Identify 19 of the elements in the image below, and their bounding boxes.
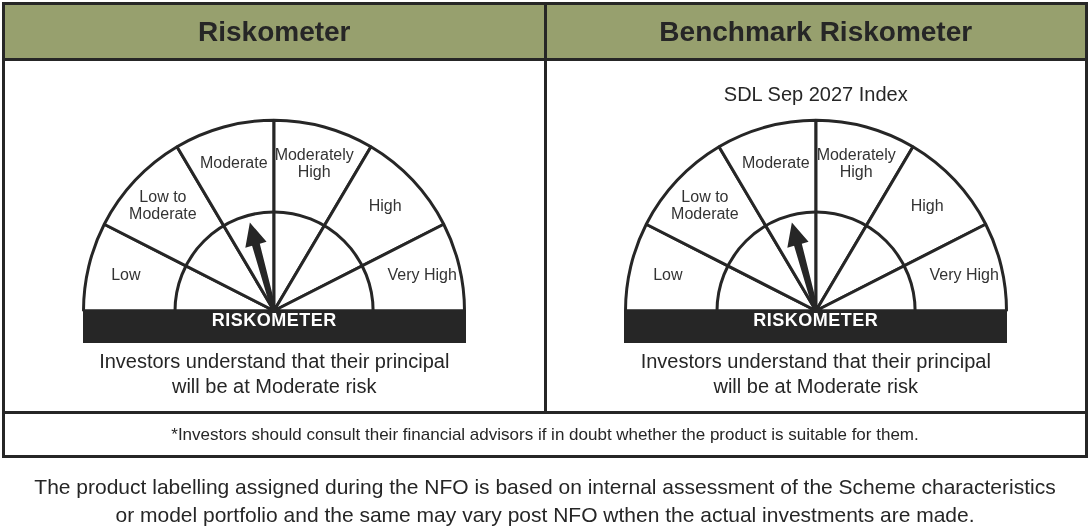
chart-title: Riskometer <box>197 15 351 48</box>
chart-subtitle: SDL Sep 2027 Index <box>722 82 909 106</box>
slice-label: High <box>910 197 944 215</box>
slice-label: Low <box>111 265 142 283</box>
slice-label: Moderate <box>200 154 268 172</box>
chart-title: Benchmark Riskometer <box>659 15 973 48</box>
slice-label: High <box>368 197 402 215</box>
text: Investors understand that their principal will be at Moderate risk <box>639 349 992 399</box>
slice-label: Low to Moderate <box>670 188 739 223</box>
text: *Investors should consult their financial advisors if in doubt whether the product is suitable for them. <box>171 424 919 445</box>
slice-label: Low <box>652 265 683 283</box>
slice-label: Very High <box>387 265 458 283</box>
text: The product labelling assigned during the NFO is based on internal assessment of the Scheme characteristics or model portfolio and the same may vary post NFO wthen the actual investments are made. <box>33 474 1057 528</box>
slice-label: Very High <box>929 265 999 283</box>
slice-label: Low to Moderate <box>129 188 198 223</box>
slice-label: Moderately High <box>274 145 355 180</box>
slice-label: Moderately High <box>816 145 896 180</box>
text: Investors understand that their principal will be at Moderate risk <box>98 349 451 399</box>
slice-label: Moderate <box>741 154 810 172</box>
